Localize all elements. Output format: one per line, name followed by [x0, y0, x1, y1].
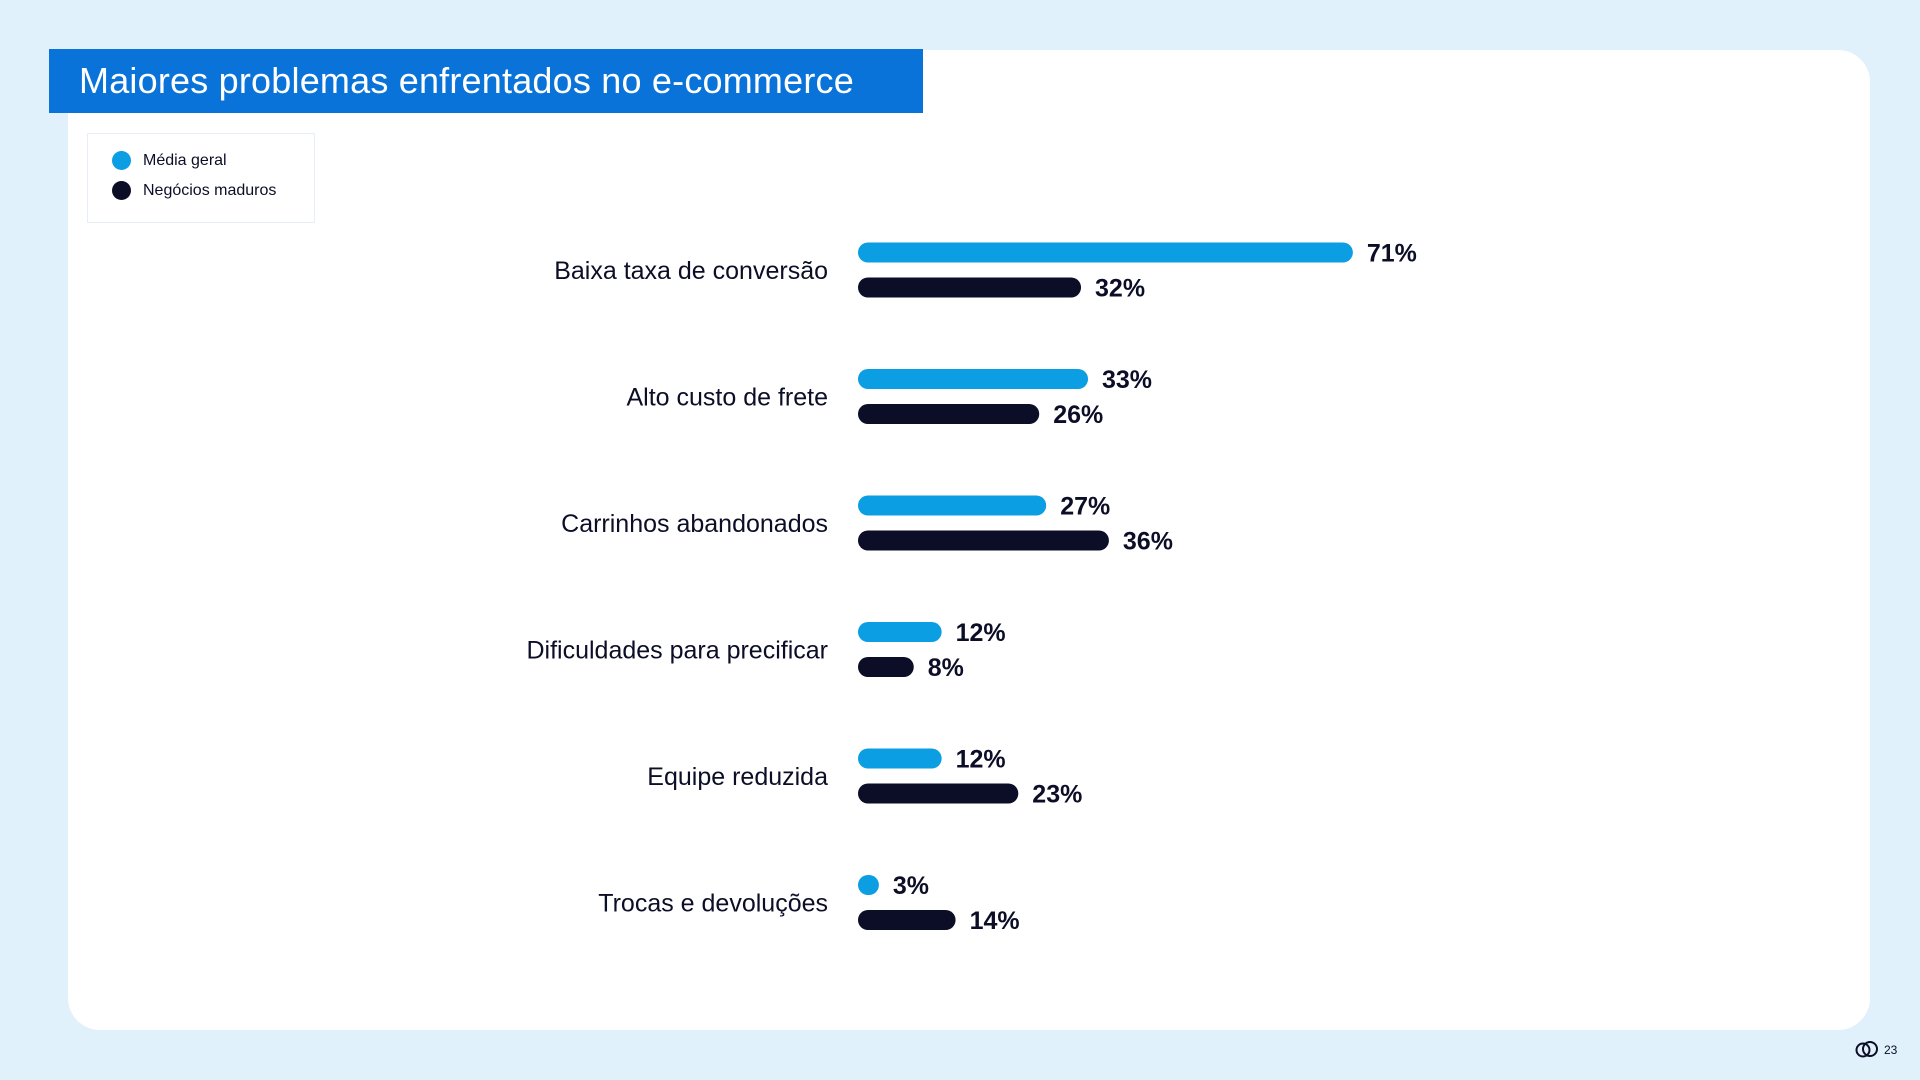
- category-label-alto-custo-de-frete: Alto custo de frete: [626, 384, 828, 412]
- legend-swatch-media-geral: [112, 151, 131, 170]
- category-label-baixa-taxa-de-conversao: Baixa taxa de conversão: [554, 257, 828, 285]
- value-label-negocios-maduros-dificuldades-para-precificar: 8%: [928, 654, 964, 682]
- bar-negocios-maduros-baixa-taxa-de-conversao: [858, 277, 1082, 298]
- value-label-media-geral-equipe-reduzida: 12%: [956, 746, 1006, 774]
- value-label-negocios-maduros-baixa-taxa-de-conversao: 32%: [1095, 275, 1145, 303]
- value-label-negocios-maduros-equipe-reduzida: 23%: [1032, 781, 1082, 809]
- bar-negocios-maduros-dificuldades-para-precificar: [858, 657, 914, 677]
- bar-media-geral-carrinhos-abandonados: [858, 495, 1047, 516]
- category-label-dificuldades-para-precificar: Dificuldades para precificar: [526, 637, 828, 665]
- chart-legend: Média geral Negócios maduros: [87, 133, 315, 223]
- page-title: Maiores problemas enfrentados no e-comme…: [49, 49, 923, 113]
- value-label-media-geral-alto-custo-de-frete: 33%: [1102, 366, 1152, 394]
- value-label-negocios-maduros-carrinhos-abandonados: 36%: [1123, 528, 1173, 556]
- legend-swatch-negocios-maduros: [112, 181, 131, 200]
- chart-title: Maiores problemas enfrentados no e-comme…: [79, 60, 854, 101]
- value-label-media-geral-trocas-e-devolucoes: 3%: [893, 872, 929, 900]
- legend-label-negocios-maduros: Negócios maduros: [143, 181, 277, 199]
- bar-negocios-maduros-carrinhos-abandonados: [858, 530, 1109, 551]
- legend-label-media-geral: Média geral: [143, 151, 227, 169]
- bar-negocios-maduros-alto-custo-de-frete: [858, 404, 1040, 424]
- value-label-media-geral-carrinhos-abandonados: 27%: [1060, 493, 1110, 521]
- category-label-trocas-e-devolucoes: Trocas e devoluções: [598, 890, 828, 918]
- bar-media-geral-alto-custo-de-frete: [858, 369, 1089, 389]
- page-number: 23: [1884, 1043, 1898, 1057]
- value-label-negocios-maduros-alto-custo-de-frete: 26%: [1053, 401, 1103, 429]
- bar-media-geral-equipe-reduzida: [858, 748, 942, 769]
- bar-negocios-maduros-equipe-reduzida: [858, 783, 1019, 804]
- cloud-logo-icon: [1855, 1041, 1878, 1058]
- legend-item-media-geral: Média geral: [112, 151, 227, 170]
- category-label-carrinhos-abandonados: Carrinhos abandonados: [561, 510, 828, 538]
- value-label-media-geral-dificuldades-para-precificar: 12%: [956, 619, 1006, 647]
- bar-negocios-maduros-trocas-e-devolucoes: [858, 910, 956, 930]
- category-label-equipe-reduzida: Equipe reduzida: [647, 763, 828, 791]
- bar-media-geral-dificuldades-para-precificar: [858, 622, 942, 642]
- value-label-media-geral-baixa-taxa-de-conversao: 71%: [1367, 240, 1417, 268]
- value-label-negocios-maduros-trocas-e-devolucoes: 14%: [970, 907, 1020, 935]
- bar-media-geral-trocas-e-devolucoes: [858, 875, 879, 895]
- bar-media-geral-baixa-taxa-de-conversao: [858, 242, 1353, 263]
- legend-item-negocios-maduros: Negócios maduros: [112, 181, 276, 200]
